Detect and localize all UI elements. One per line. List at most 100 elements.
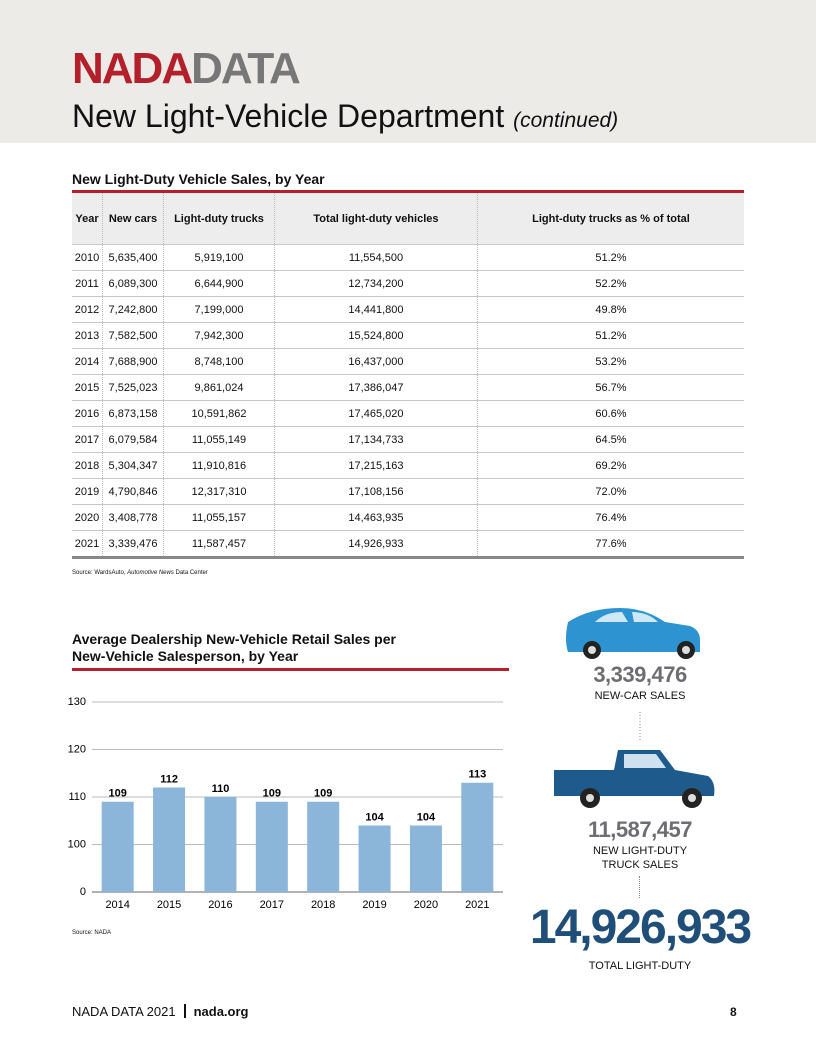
cell: 11,554,500 [274,244,478,271]
cell: 49.8% [476,296,744,323]
total-label: TOTAL LIGHT-DUTY [588,960,692,972]
cell: 15,524,800 [274,322,478,349]
brand-gray: DATA [191,44,301,93]
cell: 60.6% [476,400,744,427]
footer-link[interactable]: nada.org [193,1004,249,1019]
cell: 6,089,300 [102,270,164,297]
connector [639,876,641,898]
bar [307,801,340,892]
footer: NADA DATA 2021 nada.org [72,1004,248,1019]
cell: 2010 [72,244,103,271]
sales-table: Year New cars Light-duty trucks Total light… [72,193,744,559]
cell: 16,437,000 [274,348,478,375]
car-window [595,612,658,622]
cell: 11,587,457 [163,530,275,558]
column-header: Light-duty trucks [163,193,275,245]
cell: 11,055,149 [163,426,275,453]
header-row: Year New cars Light-duty trucks Total light… [72,193,744,245]
cell: 8,748,100 [163,348,275,375]
cell: 17,108,156 [274,478,478,505]
value-label: 109 [263,788,281,800]
truck-window [624,754,666,768]
rule [72,668,509,671]
truck-label: NEW LIGHT-DUTY TRUCK SALES [592,845,688,871]
y-tick-label: 120 [68,743,86,755]
cell: 52.2% [476,270,744,297]
cell: 2013 [72,322,103,349]
table-source: Source: WardsAuto, Automotive News Data … [72,570,208,576]
page-number: 8 [730,1005,737,1019]
car-label: NEW-CAR SALES [594,690,686,702]
cell: 2017 [72,426,103,453]
bar [409,825,442,892]
cell: 7,582,500 [102,322,164,349]
cell: 14,926,933 [274,530,478,558]
x-tick-label: 2019 [362,899,386,911]
table-row: 2018 5,304,347 11,910,816 17,215,163 69.2% [72,452,744,479]
cell: 7,688,900 [102,348,164,375]
bar [461,782,494,892]
table-row: 2021 3,339,476 11,587,457 14,926,933 77.6% [72,530,744,558]
cell: 17,386,047 [274,374,478,401]
table-row: 2011 6,089,300 6,644,900 12,734,200 52.2% [72,270,744,297]
table-title: New Light-Duty Vehicle Sales, by Year [72,171,325,187]
table-row: 2010 5,635,400 5,919,100 11,554,500 51.2% [72,244,744,271]
bar [358,825,391,892]
cell: 2019 [72,478,103,505]
cell: 6,079,584 [102,426,164,453]
table-row: 2015 7,525,023 9,861,024 17,386,047 56.7% [72,374,744,401]
cell: 56.7% [476,374,744,401]
truck [554,750,715,796]
cell: 11,910,816 [163,452,275,479]
x-tick-label: 2016 [208,899,232,911]
y-tick-label: 0 [80,886,86,898]
value-label: 112 [160,773,178,785]
cell: 72.0% [476,478,744,505]
cell: 69.2% [476,452,744,479]
title: New Light-Vehicle Department [72,98,505,134]
cell: 64.5% [476,426,744,453]
value-label: 109 [314,788,332,800]
cell: 51.2% [476,322,744,349]
chart: 0 100 110 120 130 109 2014 112 2015 110 2016 109 201… [68,696,503,911]
cell: 5,304,347 [102,452,164,479]
bar [204,797,237,892]
header-band [0,0,816,143]
hub [682,646,690,654]
rule [72,190,744,193]
truck-value: 11,587,457 [588,817,692,842]
cell: 3,339,476 [102,530,164,558]
cell: 17,465,020 [274,400,478,427]
cell: 5,919,100 [163,244,275,271]
cell: 7,242,800 [102,296,164,323]
cell: 51.2% [476,244,744,271]
table-row: 2014 7,688,900 8,748,100 16,437,000 53.2% [72,348,744,375]
bar [255,801,288,892]
cell: 2011 [72,270,103,297]
value-label: 104 [365,811,384,823]
x-tick-label: 2020 [414,899,438,911]
x-tick-label: 2021 [465,899,489,911]
cell: 2020 [72,504,103,531]
cell: 14,463,935 [274,504,478,531]
cell: 6,644,900 [163,270,275,297]
value-label: 113 [468,769,486,781]
title-note: (continued) [513,109,619,132]
cell: 17,215,163 [274,452,478,479]
cell: 17,134,733 [274,426,478,453]
cell: 12,734,200 [274,270,478,297]
y-tick-label: 130 [68,696,86,708]
cell: 3,408,778 [102,504,164,531]
column-header: Total light-duty vehicles [274,193,478,245]
chart-title: Average Dealership New-Vehicle Retail Sa… [72,631,396,664]
cell: 2016 [72,400,103,427]
bar [101,801,134,892]
cell: 14,441,800 [274,296,478,323]
table-row: 2017 6,079,584 11,055,149 17,134,733 64.5% [72,426,744,453]
cell: 77.6% [476,530,744,558]
source-part: Source: WardsAuto, [72,570,128,576]
cell: 7,199,000 [163,296,275,323]
table-row: 2016 6,873,158 10,591,862 17,465,020 60.6% [72,400,744,427]
cell: 9,861,024 [163,374,275,401]
page-title: New Light-Vehicle Department (continued) [72,98,618,135]
